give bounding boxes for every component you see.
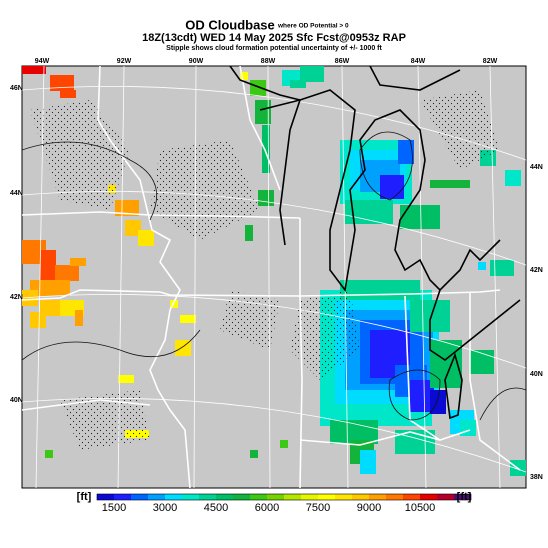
- state-borders: [22, 66, 521, 488]
- cloudbase-cells: [478, 262, 486, 270]
- cloudbase-cells: [360, 450, 376, 474]
- colorbar-swatch: [233, 494, 250, 500]
- colorbar-swatch: [114, 494, 131, 500]
- latitude-label: 40N: [530, 371, 543, 378]
- colorbar-tick-label: 6000: [255, 502, 279, 514]
- cloudbase-cells: [505, 170, 521, 186]
- latitude-label: 44N: [530, 164, 543, 171]
- colorbar-tick-label: 4500: [204, 502, 228, 514]
- cloudbase-cells: [460, 420, 476, 436]
- cloudbase-cells: [125, 220, 141, 236]
- lake-shorelines: [229, 66, 521, 420]
- cloudbase-cells: [280, 440, 288, 448]
- cloudbase-cells: [490, 260, 514, 276]
- colorbar-swatch: [437, 494, 454, 500]
- cloudbase-cells: [250, 450, 258, 458]
- latitude-label: 44N: [10, 190, 23, 197]
- colorbar-tick-label: 1500: [102, 502, 126, 514]
- cloudbase-cells: [255, 100, 271, 124]
- cloudbase-cells: [70, 258, 86, 266]
- cloudbase-cells: [118, 375, 134, 383]
- longitude-label: 92W: [117, 58, 132, 65]
- colorbar-swatch: [352, 494, 369, 500]
- cloudbase-field: [22, 66, 526, 476]
- colorbar-swatch: [386, 494, 403, 500]
- longitude-label: 82W: [483, 58, 498, 65]
- cloudbase-cells: [245, 225, 253, 241]
- colorbar-swatch: [454, 494, 471, 500]
- colorbar-swatch: [420, 494, 437, 500]
- longitude-label: 88W: [261, 58, 276, 65]
- colorbar-swatch: [216, 494, 233, 500]
- cloudbase-cells: [398, 140, 414, 164]
- colorbar-swatch: [250, 494, 267, 500]
- colorbar: [ft] [ft] 1500 3000 4500 6000 7500 9000 10500: [77, 491, 472, 514]
- latitude-label: 38N: [530, 474, 543, 481]
- cloudbase-cells: [430, 180, 470, 188]
- cloudbase-cells: [380, 175, 404, 199]
- colorbar-swatch: [199, 494, 216, 500]
- colorbar-swatch: [182, 494, 199, 500]
- valid-time: 18Z(13cdt) WED 14 May 2025 Sfc Fcst@0953…: [142, 32, 406, 44]
- cloudbase-cells: [262, 125, 270, 173]
- cloudbase-cells: [45, 450, 53, 458]
- cloudbase-cells: [290, 80, 306, 88]
- colorbar-swatch: [131, 494, 148, 500]
- colorbar-swatch: [403, 494, 420, 500]
- colorbar-swatch: [335, 494, 352, 500]
- cloudbase-cells: [138, 230, 154, 246]
- colorbar-swatch: [165, 494, 182, 500]
- cloudbase-cells: [50, 75, 74, 91]
- cloudbase-cells: [430, 340, 462, 388]
- longitude-label: 84W: [411, 58, 426, 65]
- colorbar-swatch: [301, 494, 318, 500]
- colorbar-tick-label: 3000: [153, 502, 177, 514]
- contours: [22, 131, 526, 421]
- colorbar-swatch: [318, 494, 335, 500]
- note: Stipple shows cloud formation potential …: [166, 45, 382, 52]
- cloudbase-cells: [30, 312, 46, 328]
- cloudbase-cells: [170, 300, 178, 308]
- cloudbase-cells: [258, 190, 274, 206]
- colorbar-tick-label: 7500: [306, 502, 330, 514]
- colorbar-swatch: [369, 494, 386, 500]
- colorbar-unit: [ft]: [77, 491, 92, 503]
- latitude-label: 42N: [530, 267, 543, 274]
- colorbar-tick-label: 9000: [357, 502, 381, 514]
- cloudbase-cells: [240, 72, 248, 80]
- latitude-label: 46N: [10, 85, 23, 92]
- cloudbase-cells: [180, 315, 196, 323]
- colorbar-swatch: [284, 494, 301, 500]
- longitude-label: 94W: [35, 58, 50, 65]
- cloudbase-cells: [75, 310, 83, 326]
- colorbar-swatch: [267, 494, 284, 500]
- latitude-label: 42N: [10, 294, 23, 301]
- cloudbase-cells: [60, 90, 76, 98]
- cloudbase-cells: [22, 66, 46, 74]
- cloudbase-cells: [55, 265, 79, 281]
- longitude-label: 86W: [335, 58, 350, 65]
- graticule-labels: 94W 92W 90W 88W 86W 84W 82W 46N 44N 42N 40N 44N 42N 4…: [10, 58, 543, 481]
- title-note: where OD Potential > 0: [277, 23, 349, 30]
- colorbar-frame: [96, 493, 472, 501]
- cloudbase-cells: [300, 66, 324, 82]
- cloudbase-cells: [250, 80, 266, 96]
- colorbar-swatch: [148, 494, 165, 500]
- lat-lon-lines: [22, 66, 526, 488]
- cloudbase-cells: [400, 205, 440, 229]
- longitude-label: 90W: [189, 58, 204, 65]
- cloudbase-cells: [470, 350, 494, 374]
- stipple: [30, 90, 500, 450]
- latitude-label: 40N: [10, 397, 23, 404]
- cloudbase-cells: [40, 250, 56, 282]
- cloudbase-cells: [22, 290, 38, 306]
- colorbar-tick-label: 10500: [405, 502, 436, 514]
- colorbar-swatch: [97, 494, 114, 500]
- colorbar-unit: [ft]: [457, 491, 472, 503]
- title: OD Cloudbase: [185, 17, 275, 32]
- cloudbase-cells: [115, 200, 139, 216]
